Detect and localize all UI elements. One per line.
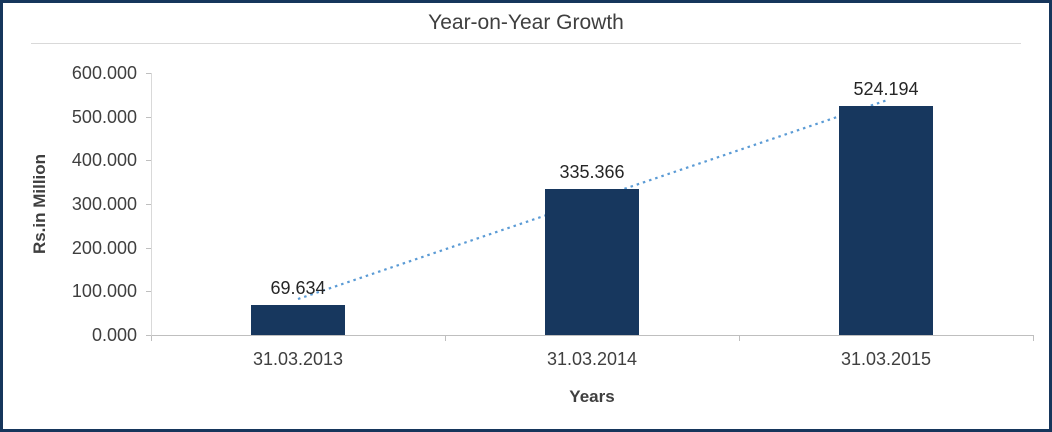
y-tick-label: 600.000 [71, 63, 137, 83]
x-category-label: 31.03.2015 [840, 349, 932, 369]
y-tick-label: 200.000 [71, 237, 137, 258]
y-tick-mark [146, 73, 151, 74]
chart-title: Year-on-Year Growth [428, 11, 624, 34]
y-tick-mark [146, 204, 151, 205]
bar [251, 304, 345, 335]
y-tick-label: 0.000 [91, 325, 137, 345]
x-category-label: 31.03.2014 [546, 349, 638, 369]
y-tick-label: 100.000 [71, 281, 137, 302]
y-tick-label: 400.000 [71, 150, 137, 171]
bar-value-label: 524.194 [853, 79, 919, 100]
y-tick-mark [146, 116, 151, 118]
y-tick-label: 300.000 [71, 194, 137, 214]
x-tick-mark [151, 336, 152, 341]
y-tick-mark [146, 291, 151, 293]
y-tick-label: 500.000 [71, 106, 137, 127]
x-category-label: 31.03.2013 [252, 349, 344, 369]
x-tick-mark [739, 336, 740, 341]
bar-value-label: 69.634 [270, 277, 326, 298]
y-tick-mark [146, 247, 151, 249]
x-axis-title: Years [569, 387, 615, 406]
title-divider [31, 43, 1021, 44]
x-tick-mark [445, 336, 446, 341]
bar [839, 106, 933, 335]
x-tick-mark [1033, 336, 1034, 341]
bar [545, 188, 639, 335]
y-tick-mark [146, 160, 151, 162]
plot-area [151, 73, 1034, 336]
y-tick-mark [146, 335, 151, 336]
bar-value-label: 335.366 [559, 161, 625, 182]
